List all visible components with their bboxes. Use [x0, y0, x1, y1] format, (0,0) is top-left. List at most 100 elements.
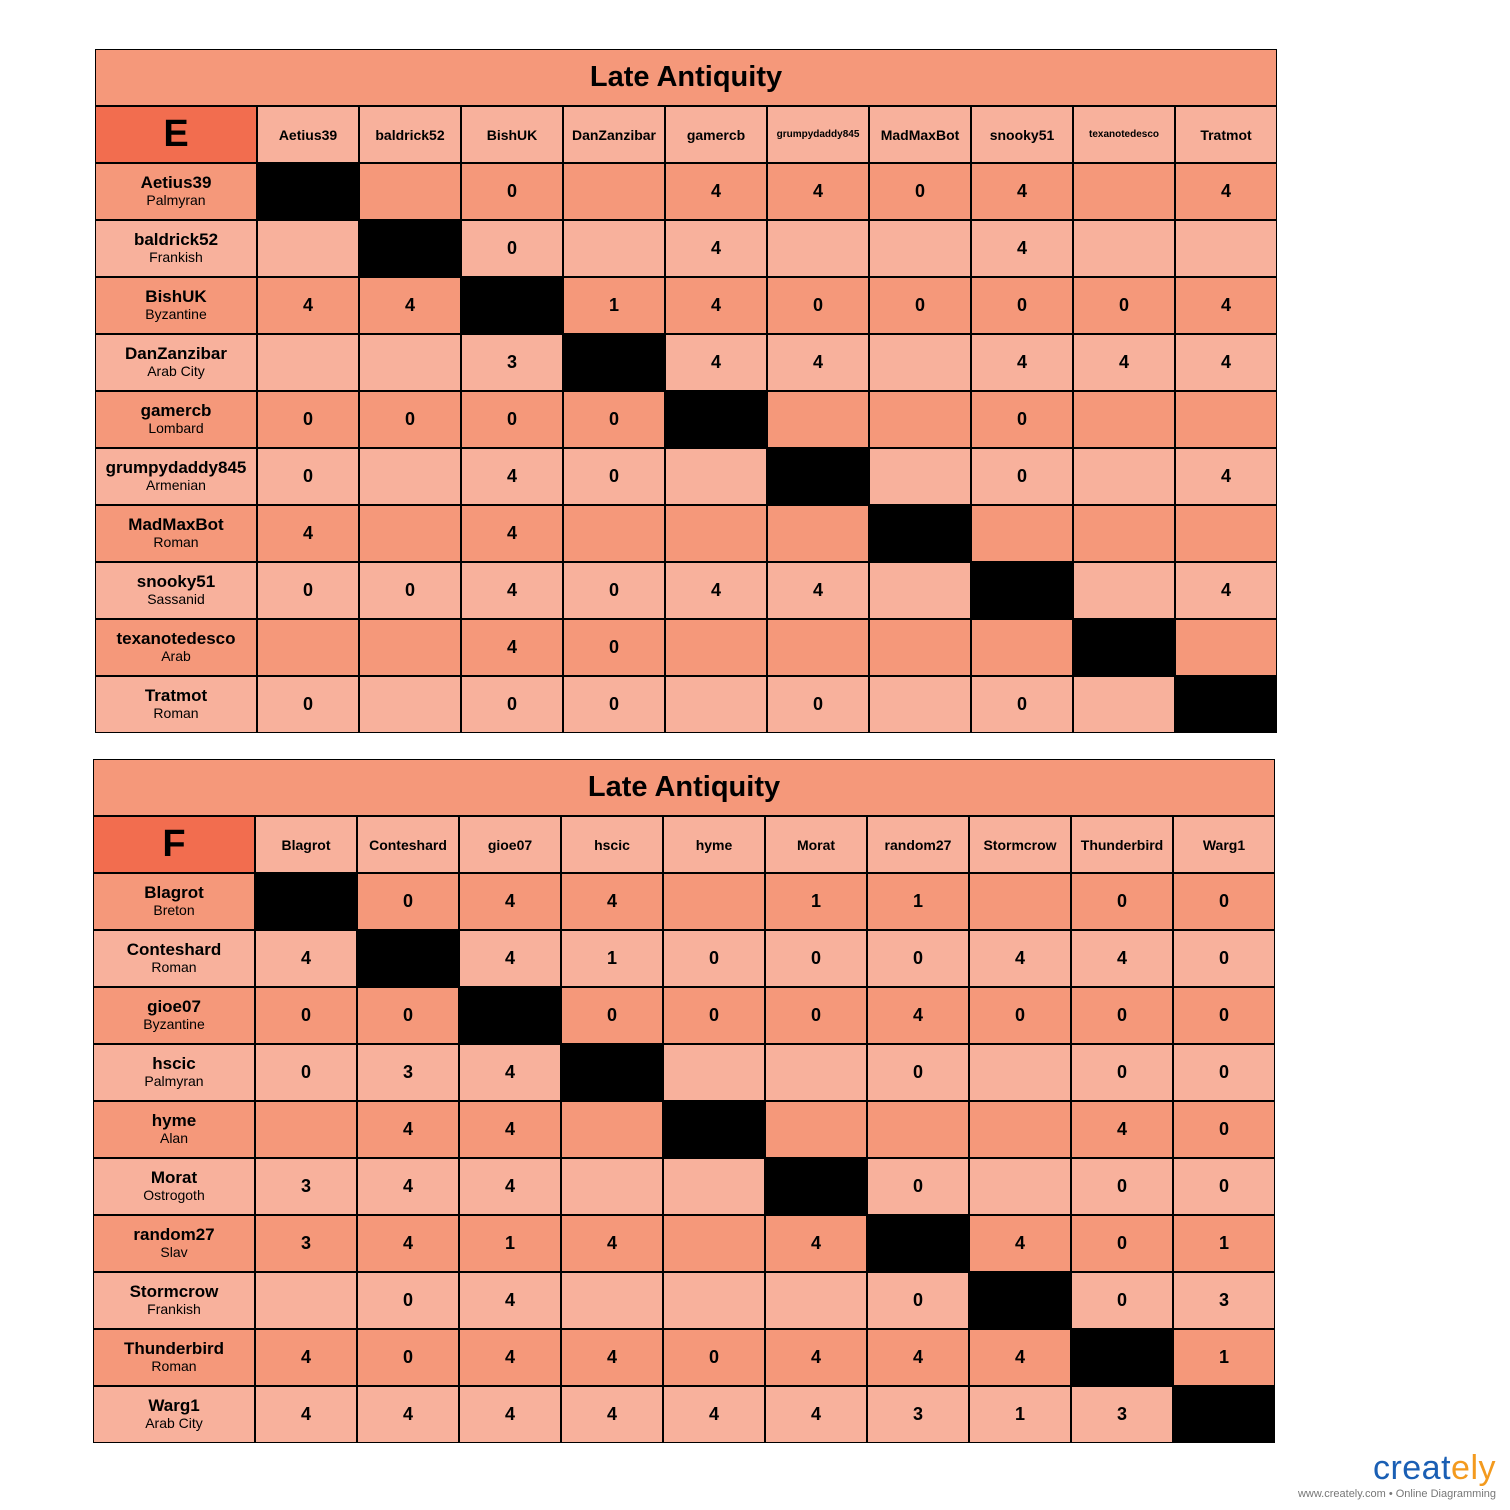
score-cell: 4 — [256, 931, 356, 986]
score-cell: 3 — [358, 1045, 458, 1100]
score-cell: 0 — [766, 988, 866, 1043]
row-civilization: Alan — [159, 1130, 189, 1147]
score-cell — [1074, 506, 1174, 561]
column-header: texanotedesco — [1074, 107, 1174, 162]
score-cell: 0 — [258, 677, 358, 732]
score-cell: 0 — [972, 392, 1072, 447]
score-cell: 0 — [358, 874, 458, 929]
score-cell: 4 — [562, 1387, 662, 1442]
group-label: F — [94, 817, 254, 872]
row-header: gioe07 Byzantine — [94, 988, 254, 1043]
score-cell — [768, 392, 868, 447]
row-header: Morat Ostrogoth — [94, 1159, 254, 1214]
score-cell: 0 — [462, 164, 562, 219]
diagonal-cell — [360, 221, 460, 276]
score-cell: 1 — [562, 931, 662, 986]
score-cell: 4 — [462, 506, 562, 561]
matrix-table-e: Late Antiquity E Aetius39 baldrick52 BishUK D… — [95, 49, 1277, 733]
score-cell — [664, 1159, 764, 1214]
column-header: gioe07 — [460, 817, 560, 872]
row-player-name: Aetius39 — [140, 173, 212, 193]
score-cell: 0 — [768, 677, 868, 732]
diagonal-cell — [258, 164, 358, 219]
score-cell — [1176, 392, 1276, 447]
column-header: Thunderbird — [1072, 817, 1172, 872]
score-cell: 0 — [1174, 931, 1274, 986]
diagonal-cell — [870, 506, 970, 561]
row-header: MadMaxBot Roman — [96, 506, 256, 561]
score-cell: 4 — [1176, 335, 1276, 390]
creately-logo: creately www.creately.com • Online Diagr… — [1298, 1449, 1496, 1500]
score-cell: 4 — [562, 1330, 662, 1385]
row-header: random27 Slav — [94, 1216, 254, 1271]
score-cell: 4 — [460, 1387, 560, 1442]
row-civilization: Byzantine — [143, 1016, 205, 1033]
matrix-table-f: Late Antiquity F Blagrot Conteshard gioe07 hs… — [93, 759, 1275, 1443]
score-cell: 0 — [1174, 1159, 1274, 1214]
column-header: hscic — [562, 817, 662, 872]
score-cell: 4 — [460, 874, 560, 929]
score-cell: 4 — [562, 874, 662, 929]
row-header: gamercb Lombard — [96, 392, 256, 447]
score-cell — [562, 1159, 662, 1214]
score-cell — [664, 874, 764, 929]
column-header: grumpydaddy845 — [768, 107, 868, 162]
row-civilization: Palmyran — [146, 192, 206, 209]
score-cell — [1176, 506, 1276, 561]
score-cell — [360, 449, 460, 504]
column-header: Stormcrow — [970, 817, 1070, 872]
score-cell — [870, 335, 970, 390]
row-player-name: baldrick52 — [133, 230, 219, 250]
score-cell: 3 — [256, 1216, 356, 1271]
row-civilization: Arab City — [147, 363, 205, 380]
score-cell — [564, 164, 664, 219]
score-cell — [256, 1273, 356, 1328]
diagonal-cell — [664, 1102, 764, 1157]
diagonal-cell — [1174, 1387, 1274, 1442]
score-cell: 4 — [360, 278, 460, 333]
diagonal-cell — [1176, 677, 1276, 732]
logo-accent: ely — [1451, 1449, 1496, 1487]
column-header: snooky51 — [972, 107, 1072, 162]
score-cell — [870, 620, 970, 675]
score-cell: 4 — [766, 1387, 866, 1442]
score-cell: 0 — [1072, 1216, 1172, 1271]
score-cell: 4 — [256, 1330, 356, 1385]
score-cell — [972, 620, 1072, 675]
score-cell: 1 — [1174, 1330, 1274, 1385]
score-cell — [664, 1045, 764, 1100]
score-cell: 1 — [1174, 1216, 1274, 1271]
diagonal-cell — [970, 1273, 1070, 1328]
row-civilization: Arab — [161, 648, 191, 665]
row-header: BishUK Byzantine — [96, 278, 256, 333]
row-civilization: Frankish — [149, 249, 203, 266]
score-cell: 4 — [768, 335, 868, 390]
score-cell: 0 — [358, 1273, 458, 1328]
score-cell: 4 — [460, 1045, 560, 1100]
row-player-name: grumpydaddy845 — [105, 458, 247, 478]
score-cell: 4 — [664, 1387, 764, 1442]
score-cell — [564, 221, 664, 276]
table-title: Late Antiquity — [96, 50, 1276, 105]
row-player-name: Thunderbird — [123, 1339, 225, 1359]
diagonal-cell — [768, 449, 868, 504]
score-cell — [360, 164, 460, 219]
row-header: Thunderbird Roman — [94, 1330, 254, 1385]
score-cell: 4 — [1176, 278, 1276, 333]
row-header: Conteshard Roman — [94, 931, 254, 986]
score-cell — [666, 449, 766, 504]
score-cell: 3 — [868, 1387, 968, 1442]
score-cell: 4 — [972, 164, 1072, 219]
score-cell — [666, 620, 766, 675]
score-cell — [1074, 563, 1174, 618]
score-cell — [564, 506, 664, 561]
score-cell — [972, 506, 1072, 561]
row-civilization: Breton — [153, 902, 195, 919]
row-header: hscic Palmyran — [94, 1045, 254, 1100]
row-player-name: texanotedesco — [116, 629, 236, 649]
score-cell — [666, 677, 766, 732]
score-cell — [870, 392, 970, 447]
score-cell: 4 — [258, 506, 358, 561]
row-civilization: Ostrogoth — [143, 1187, 205, 1204]
score-cell: 4 — [358, 1102, 458, 1157]
